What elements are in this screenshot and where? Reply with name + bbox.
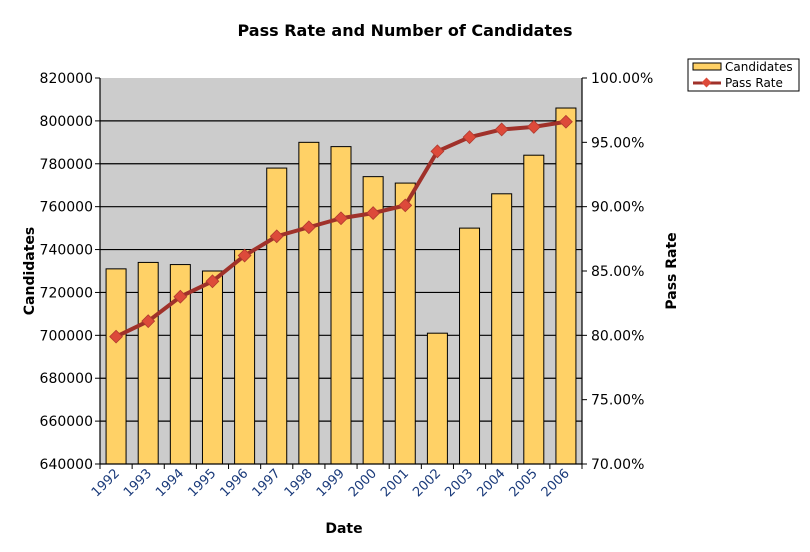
x-tick-label: 1995 bbox=[185, 466, 219, 500]
x-axis-label: Date bbox=[325, 521, 362, 537]
marker-pass-rate-2002 bbox=[430, 144, 445, 159]
bar-candidates-2001 bbox=[394, 182, 416, 465]
y-tick-label: 800000 bbox=[40, 114, 93, 130]
legend-swatch-candidates bbox=[692, 62, 722, 71]
x-tick-label: 1996 bbox=[217, 466, 251, 500]
bar-candidates-1992 bbox=[105, 268, 127, 465]
y2-tick-label: 95.00% bbox=[591, 135, 644, 151]
bar-candidates-2002 bbox=[426, 332, 448, 465]
marker-pass-rate-1997 bbox=[269, 229, 284, 244]
marker-pass-rate-2000 bbox=[366, 206, 381, 221]
y-tick-label: 780000 bbox=[40, 157, 93, 173]
bar-candidates-2006 bbox=[555, 107, 577, 465]
bar-candidates-1998 bbox=[298, 141, 320, 465]
bar-candidates-2004 bbox=[491, 193, 513, 465]
x-tick-label: 2001 bbox=[378, 466, 412, 500]
bar-candidates-1993 bbox=[137, 261, 159, 465]
marker-pass-rate-1999 bbox=[334, 211, 348, 226]
x-tick-label: 2003 bbox=[442, 466, 476, 500]
y-tick-label: 760000 bbox=[40, 200, 93, 216]
x-tick-label: 1992 bbox=[89, 466, 123, 500]
marker-pass-rate-2006 bbox=[559, 114, 573, 129]
bar-candidates-1997 bbox=[266, 167, 288, 465]
bar-candidates-1996 bbox=[234, 249, 256, 465]
x-tick-label: 2002 bbox=[410, 466, 444, 500]
chart-title: Pass Rate and Number of Candidates bbox=[238, 21, 573, 40]
x-tick-label: 2004 bbox=[474, 466, 508, 500]
marker-pass-rate-1992 bbox=[109, 329, 123, 344]
x-tick-label: 2006 bbox=[539, 466, 573, 500]
y-tick-label: 820000 bbox=[40, 71, 93, 87]
y-tick-label: 640000 bbox=[40, 457, 93, 473]
marker-pass-rate-1998 bbox=[301, 220, 316, 235]
bar-candidates-2003 bbox=[459, 227, 481, 465]
y-tick-label: 700000 bbox=[40, 328, 93, 344]
bar-candidates-2005 bbox=[523, 154, 545, 465]
marker-pass-rate-1994 bbox=[173, 289, 188, 304]
x-tick-label: 1994 bbox=[153, 466, 187, 500]
y2-tick-label: 100.00% bbox=[591, 71, 653, 87]
marker-pass-rate-2005 bbox=[526, 119, 541, 134]
y-axis-label: Candidates bbox=[22, 227, 38, 316]
legend: Candidates Pass Rate bbox=[687, 58, 800, 92]
legend-label-pass-rate: Pass Rate bbox=[725, 76, 783, 90]
bar-candidates-1995 bbox=[201, 270, 223, 465]
y2-axis-label: Pass Rate bbox=[664, 232, 680, 309]
x-tick-label: 1998 bbox=[282, 466, 316, 500]
x-tick-label: 1997 bbox=[250, 466, 284, 500]
y-tick-label: 660000 bbox=[40, 414, 93, 430]
y-tick-label: 720000 bbox=[40, 285, 93, 301]
legend-label-candidates: Candidates bbox=[725, 60, 793, 74]
y-tick-label: 740000 bbox=[40, 243, 93, 259]
marker-pass-rate-2003 bbox=[462, 130, 477, 145]
y2-tick-label: 80.00% bbox=[591, 328, 644, 344]
x-tick-label: 2005 bbox=[507, 466, 541, 500]
x-tick-label: 1999 bbox=[314, 466, 348, 500]
marker-pass-rate-1995 bbox=[205, 274, 220, 289]
x-tick-label: 2000 bbox=[346, 466, 380, 500]
y-tick-label: 680000 bbox=[40, 371, 93, 387]
y2-tick-label: 85.00% bbox=[591, 264, 644, 280]
bar-candidates-1999 bbox=[330, 146, 352, 465]
marker-pass-rate-1993 bbox=[141, 314, 156, 329]
marker-pass-rate-2004 bbox=[494, 122, 509, 137]
legend-marker-pass-rate bbox=[701, 77, 712, 88]
marker-pass-rate-1996 bbox=[237, 248, 252, 263]
y2-tick-label: 75.00% bbox=[591, 393, 644, 409]
y2-tick-label: 70.00% bbox=[591, 457, 644, 473]
x-tick-label: 1993 bbox=[121, 466, 155, 500]
marker-pass-rate-2001 bbox=[398, 198, 413, 213]
y2-tick-label: 90.00% bbox=[591, 200, 644, 216]
